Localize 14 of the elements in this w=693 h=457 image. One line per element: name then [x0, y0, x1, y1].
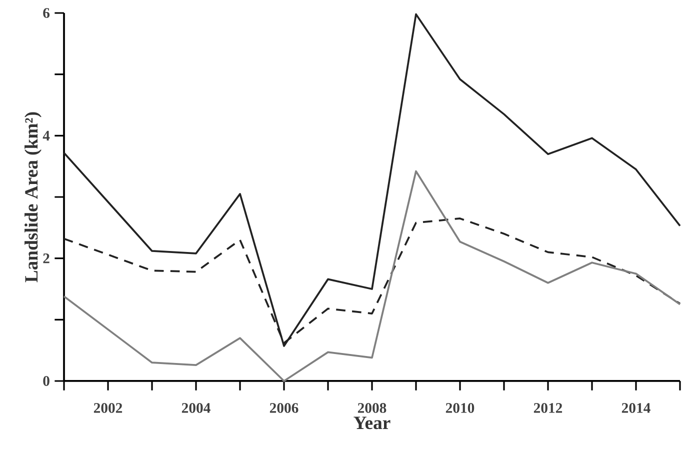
y-tick-label: 0: [43, 376, 50, 386]
line-series: [63, 13, 681, 347]
x-axis-title: Year: [354, 416, 390, 430]
x-tick-label: 2012: [534, 403, 562, 413]
x-tick-label: 2014: [622, 403, 650, 413]
y-axis-title: Landslide Area (km²): [24, 112, 42, 282]
x-tick-label: 2006: [270, 403, 298, 413]
y-tick-label: 6: [43, 8, 50, 18]
y-tick-label: 2: [43, 253, 50, 264]
x-tick-label: 2008: [358, 403, 386, 413]
y-tick-label: 4: [42, 130, 50, 140]
x-tick-label: 2010: [446, 403, 474, 413]
x-tick-label: 2004: [182, 403, 210, 413]
x-tick-label: 2002: [94, 403, 122, 413]
